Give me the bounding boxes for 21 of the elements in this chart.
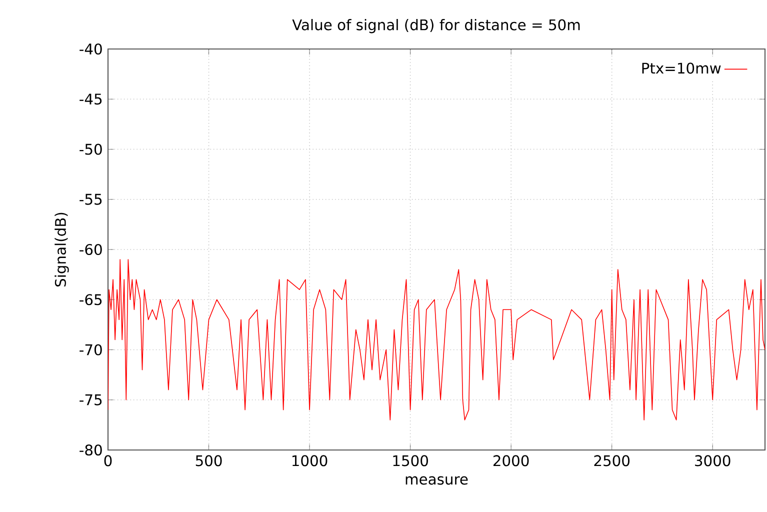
y-tick-label: -50 — [80, 144, 102, 155]
x-tick-label: 3000 — [695, 455, 730, 466]
legend-label: Ptx=10mw — [642, 62, 721, 74]
line-series — [108, 259, 766, 420]
y-tick-label: -60 — [80, 244, 102, 256]
y-tick-label: -70 — [80, 344, 102, 356]
y-tick-label: -80 — [80, 444, 102, 456]
x-axis-title: measure — [406, 476, 468, 485]
x-tick-label: 1000 — [292, 455, 328, 466]
chart-title: Value of signal (dB) for distance = 50m — [292, 18, 580, 34]
y-tick-label: -75 — [80, 394, 102, 406]
y-tick-label: -65 — [80, 294, 102, 306]
x-tick-label: 0 — [104, 455, 112, 466]
x-tick-label: 2000 — [493, 455, 529, 466]
x-tick-label: 2500 — [594, 455, 630, 466]
y-tick-label: -45 — [80, 94, 102, 105]
x-tick-label: 500 — [196, 455, 222, 466]
x-tick-label: 1500 — [393, 455, 428, 466]
y-tick-label: -55 — [80, 194, 102, 205]
y-tick-label: -40 — [80, 43, 102, 55]
y-axis-title: Signal(dB) — [54, 212, 69, 286]
